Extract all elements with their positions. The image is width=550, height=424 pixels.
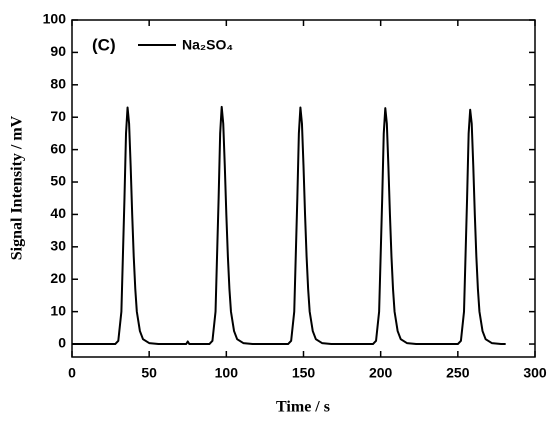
y-tick-label: 100 — [43, 11, 67, 27]
legend-label: Na₂SO₄ — [182, 37, 233, 53]
y-tick-label: 0 — [58, 335, 66, 351]
y-tick-label: 90 — [50, 43, 66, 59]
y-tick-label: 40 — [50, 205, 66, 221]
y-tick-label: 30 — [50, 238, 66, 254]
x-tick-label: 250 — [446, 365, 470, 381]
x-tick-label: 100 — [215, 365, 239, 381]
x-tick-label: 150 — [292, 365, 316, 381]
y-tick-label: 10 — [50, 302, 66, 318]
y-tick-label: 20 — [50, 270, 66, 286]
x-tick-label: 50 — [141, 365, 157, 381]
y-tick-label: 70 — [50, 108, 66, 124]
y-tick-label: 60 — [50, 140, 66, 156]
y-tick-label: 50 — [50, 173, 66, 189]
data-line — [72, 105, 506, 346]
x-tick-label: 200 — [369, 365, 393, 381]
x-tick-label: 0 — [68, 365, 76, 381]
x-tick-label: 300 — [523, 365, 547, 381]
y-tick-label: 80 — [50, 76, 66, 92]
y-axis-title: Signal Intensity / mV — [9, 115, 26, 260]
x-axis-title: Time / s — [276, 399, 330, 416]
annotation: (C) — [92, 35, 116, 54]
